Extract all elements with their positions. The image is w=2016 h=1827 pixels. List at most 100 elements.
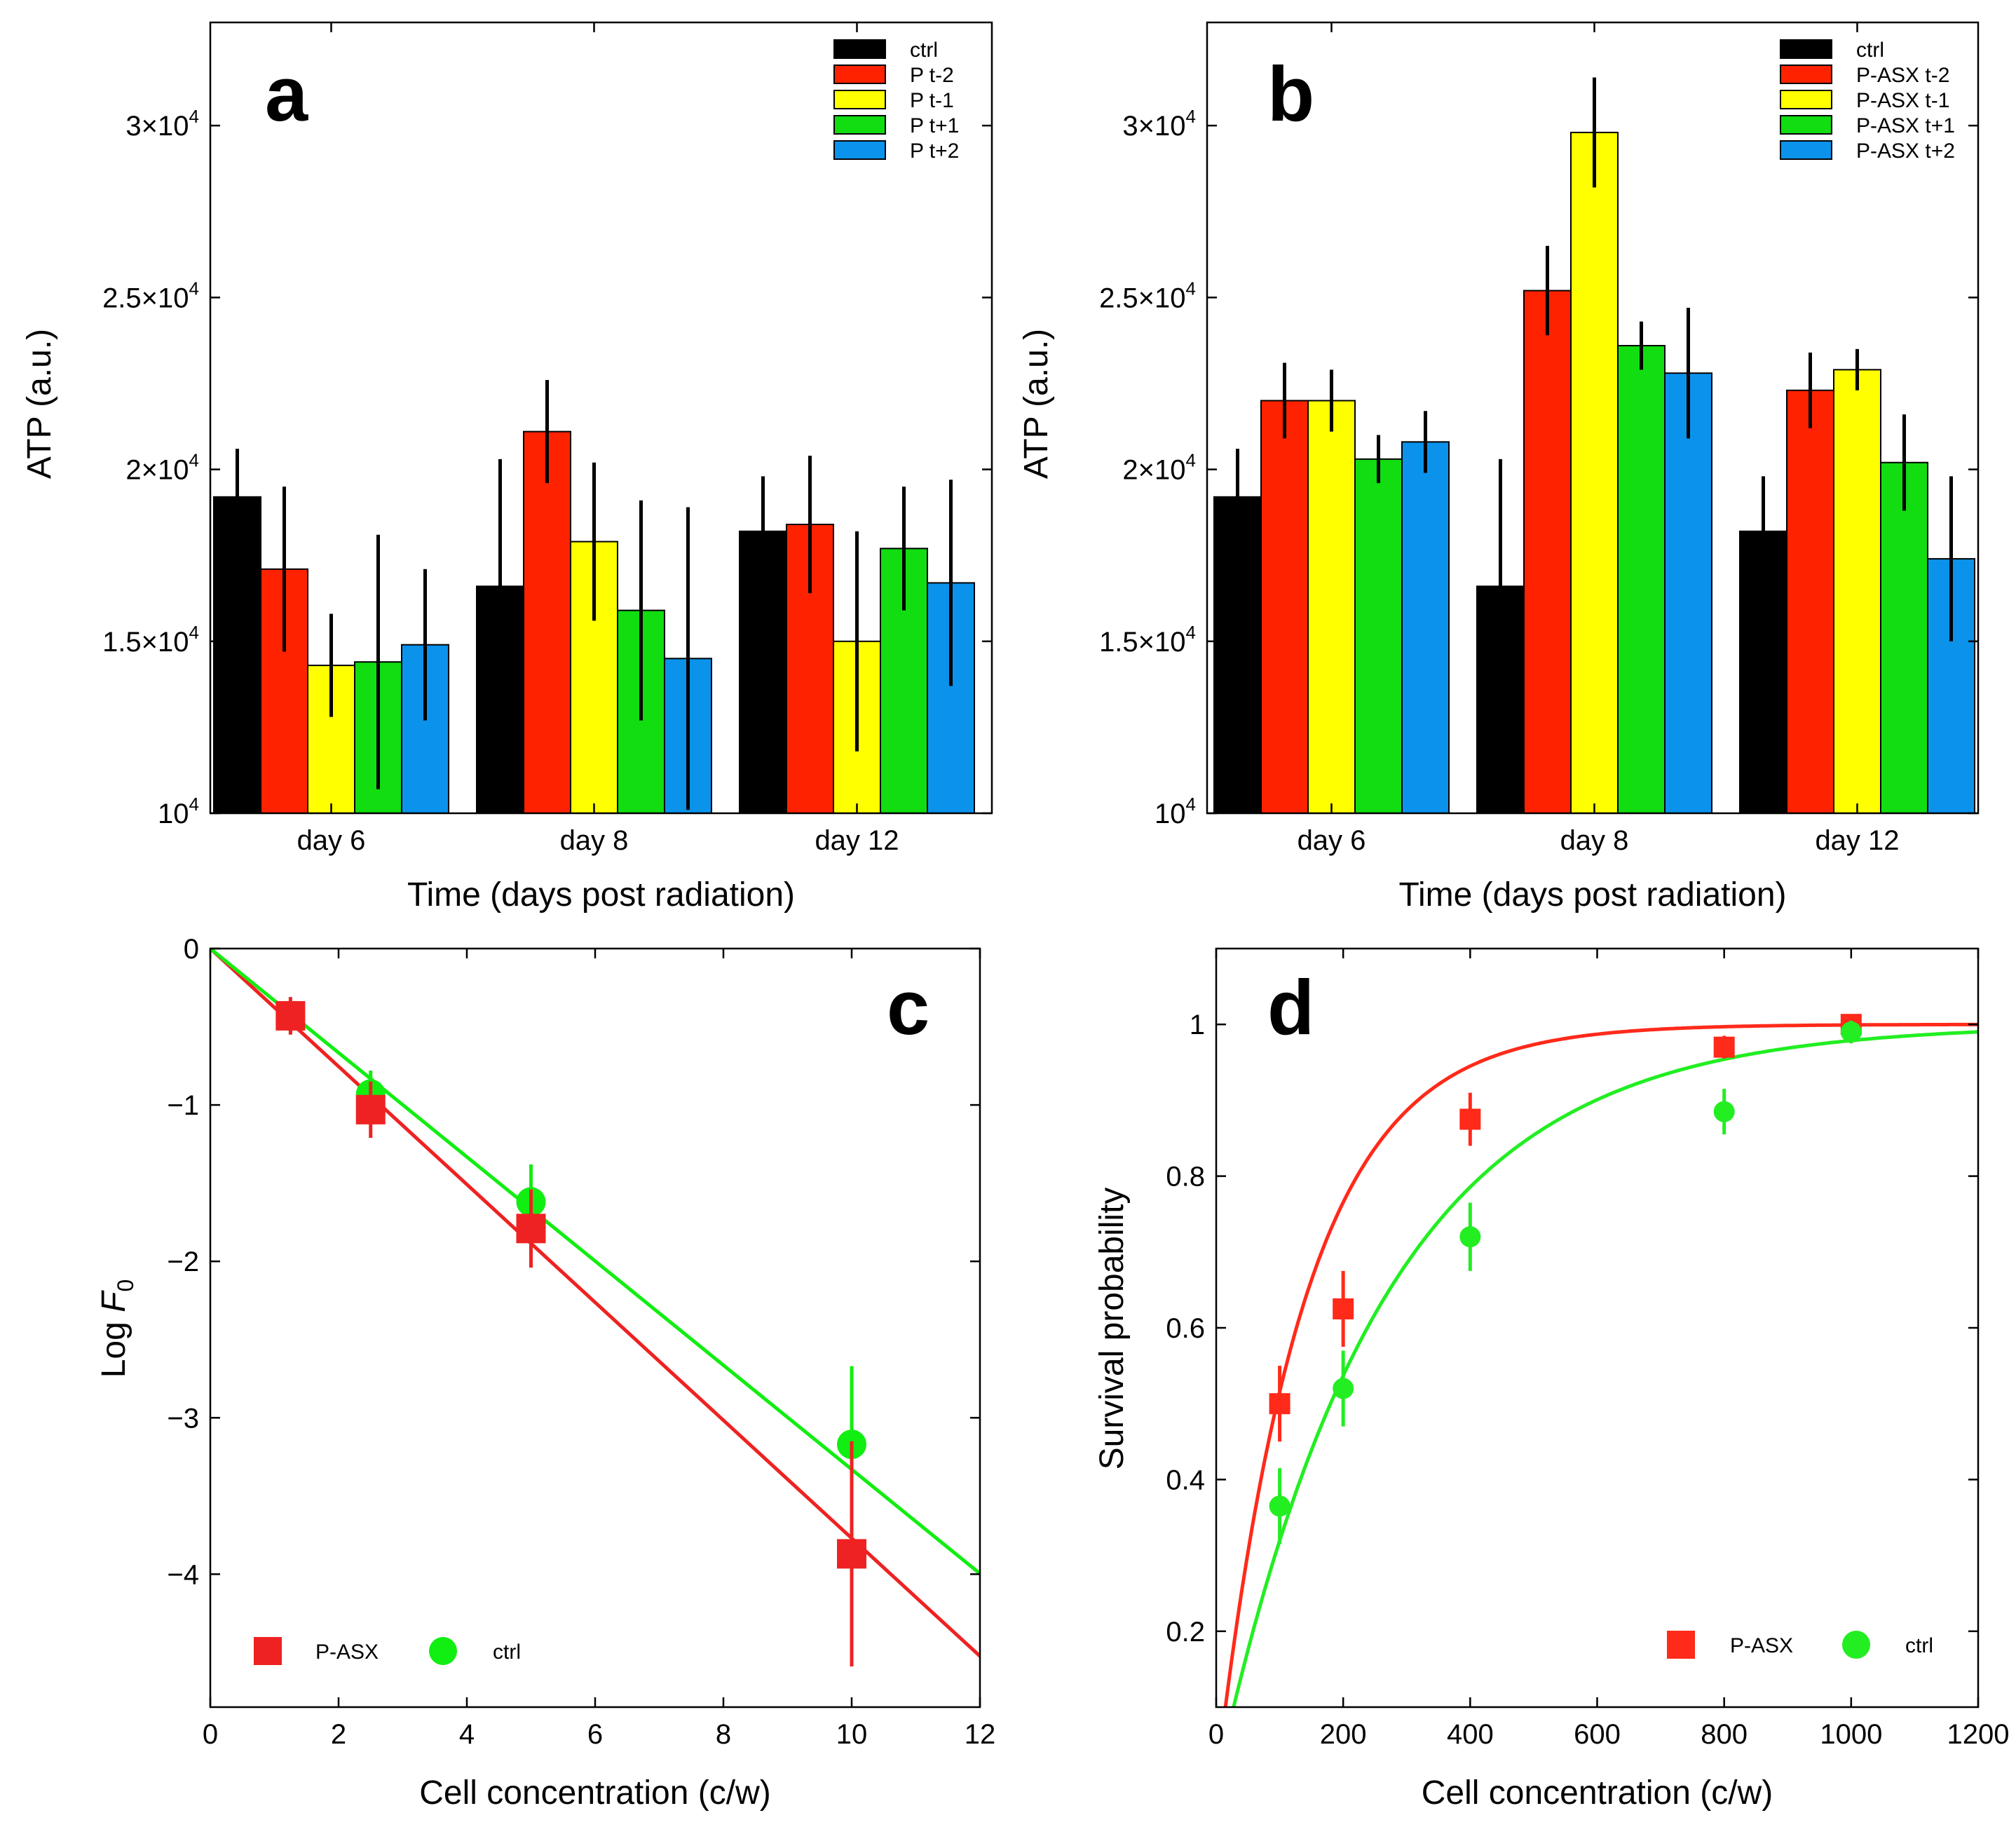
y-tick-exponent-b-0: 4 [1186,794,1196,815]
point-d-1-4 [1840,1021,1862,1043]
y-tick-exponent-a-3: 4 [189,278,199,299]
y-tick-mantissa-a-2: 2×10 [125,455,189,486]
x-tick-label-c-4: 8 [716,1719,731,1750]
y-tick-mantissa-b-0: 10 [1155,799,1186,829]
point-c-0-2 [516,1214,546,1244]
legend-label-a-1: P t-2 [910,64,954,87]
y-tick-label-d-1: 0.4 [1166,1465,1205,1495]
y-tick-label-c-4: −4 [167,1559,199,1590]
bar-b-2-1 [1786,389,1834,814]
y-axis-label-c: Log F0 [95,1279,138,1378]
panel-a: day 6 day 8 day 121041.5×1042×1042.5×1043×… [21,21,993,914]
plot-frame-c [209,947,981,1709]
y-tick-mantissa-a-1: 1.5×10 [102,627,189,658]
legend-swatch-a-2 [833,90,886,109]
point-d-0-2 [1459,1108,1481,1130]
y-tick-label-b-3: 2.5×104 [1099,278,1196,313]
panel-letter-c: c [887,965,929,1051]
y-tick-label-d-2: 0.6 [1166,1313,1205,1344]
panel-letter-b: b [1267,51,1314,137]
y-tick-exponent-a-2: 4 [189,450,199,471]
y-tick-label-c-3: −3 [167,1403,199,1434]
bar-b-2-2 [1833,369,1881,814]
x-tick-label-c-3: 6 [587,1719,603,1750]
legend-marker-c-0 [254,1637,282,1665]
x-tick-label-c-6: 12 [965,1719,996,1750]
y-tick-label-b-4: 3×104 [1122,106,1196,142]
legend-label-c-1: ctrl [493,1641,521,1664]
y-tick-label-a-0: 104 [158,794,199,829]
y-axis-label-sub-c: 0 [113,1279,138,1292]
category-label-a-2: day 12 [815,825,899,856]
point-c-0-1 [355,1094,386,1125]
y-tick-mantissa-a-3: 2.5×10 [102,283,189,313]
x-tick-label-d-3: 600 [1574,1719,1621,1750]
point-d-0-3 [1713,1036,1735,1058]
y-axis-label-d: Survival probability [1094,1188,1131,1470]
legend-swatch-a-3 [833,115,886,135]
y-tick-label-c-1: −1 [167,1090,199,1121]
legend-label-d-1: ctrl [1905,1634,1933,1657]
x-tick-label-d-1: 200 [1320,1719,1367,1750]
point-d-0-1 [1333,1298,1354,1319]
legend-swatch-b-0 [1780,39,1832,59]
bar-b-0-3 [1354,458,1403,814]
legend-swatch-a-4 [833,140,886,160]
category-label-a-1: day 8 [560,825,629,856]
panel-b: day 6 day 8 day 121041.5×1042×1042.5×1043×… [1018,21,1980,914]
x-tick-label-d-5: 1000 [1820,1719,1882,1750]
point-d-1-3 [1713,1101,1735,1122]
y-tick-label-b-2: 2×104 [1122,450,1196,486]
y-tick-label-a-3: 2.5×104 [102,278,199,313]
x-axis-label-a: Time (days post radiation) [407,876,795,914]
y-tick-mantissa-b-2: 2×10 [1122,455,1185,486]
y-tick-mantissa-a-4: 3×10 [125,111,189,142]
y-tick-mantissa-b-3: 2.5×10 [1099,283,1185,313]
legend-label-a-0: ctrl [910,39,938,62]
legend-label-b-2: P-ASX t-1 [1856,89,1949,112]
y-tick-mantissa-b-1: 1.5×10 [1099,627,1185,658]
panel-c: 0 2 4 6 8 10 12 0 −1 −2 −3 −4 Cell concentration (c/… [95,934,995,1812]
bar-b-0-4 [1401,441,1450,814]
y-tick-mantissa-a-0: 10 [158,799,189,829]
point-c-0-3 [837,1539,866,1569]
panel-letter-d: d [1267,965,1314,1051]
y-tick-label-c-2: −2 [167,1247,199,1277]
legend-label-b-0: ctrl [1856,39,1884,62]
category-label-a-0: day 6 [297,825,366,856]
x-tick-label-d-6: 1200 [1947,1719,2010,1750]
category-label-b-2: day 12 [1815,825,1899,856]
x-tick-label-c-0: 0 [203,1719,218,1750]
bar-b-0-2 [1307,400,1356,814]
x-tick-label-d-2: 400 [1447,1719,1494,1750]
legend-swatch-a-1 [833,64,886,84]
plot-frame-a [209,21,993,815]
y-tick-exponent-b-4: 4 [1186,106,1196,127]
y-tick-mantissa-b-4: 3×10 [1122,111,1185,142]
y-axis-label-b: ATP (a.u.) [1018,329,1055,479]
y-tick-label-d-0: 0.2 [1166,1617,1205,1648]
y-tick-exponent-b-1: 4 [1186,622,1196,643]
y-tick-label-b-1: 1.5×104 [1099,622,1196,658]
x-tick-label-c-2: 4 [459,1719,475,1750]
y-axis-label-a: ATP (a.u.) [21,329,58,479]
point-d-1-0 [1269,1495,1290,1517]
y-axis-label-var-c: F [95,1290,132,1312]
bar-b-0-1 [1260,400,1309,814]
x-tick-label-d-4: 800 [1701,1719,1748,1750]
bar-b-1-1 [1523,290,1572,814]
y-tick-exponent-b-3: 4 [1186,278,1196,299]
x-tick-label-c-1: 2 [331,1719,346,1750]
bar-a-1-1 [523,430,571,814]
point-d-1-1 [1333,1378,1354,1399]
bar-a-0-0 [213,496,261,814]
category-label-b-1: day 8 [1560,825,1629,856]
panel-d: 0 200 400 600 800 1000 1200 0.2 0.4 0.6 0.8 1 Cell c… [1094,947,2010,1812]
bar-b-1-3 [1617,345,1666,815]
y-tick-exponent-a-0: 4 [189,794,199,815]
category-label-b-0: day 6 [1298,825,1366,856]
bar-b-0-0 [1213,496,1262,814]
legend-label-a-4: P t+2 [910,140,959,163]
y-tick-exponent-b-2: 4 [1186,450,1196,471]
